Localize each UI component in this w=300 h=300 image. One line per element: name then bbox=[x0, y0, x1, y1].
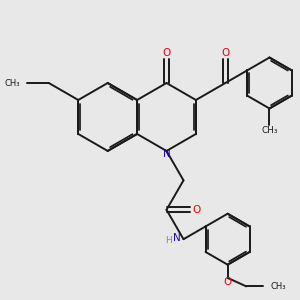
Text: H: H bbox=[165, 236, 172, 245]
Text: O: O bbox=[221, 48, 230, 58]
Text: CH₃: CH₃ bbox=[271, 282, 286, 291]
Text: N: N bbox=[163, 149, 170, 159]
Text: N: N bbox=[173, 233, 181, 243]
Text: CH₃: CH₃ bbox=[261, 126, 278, 135]
Text: O: O bbox=[224, 277, 232, 287]
Text: O: O bbox=[162, 48, 171, 58]
Text: CH₃: CH₃ bbox=[4, 79, 20, 88]
Text: O: O bbox=[192, 205, 200, 215]
